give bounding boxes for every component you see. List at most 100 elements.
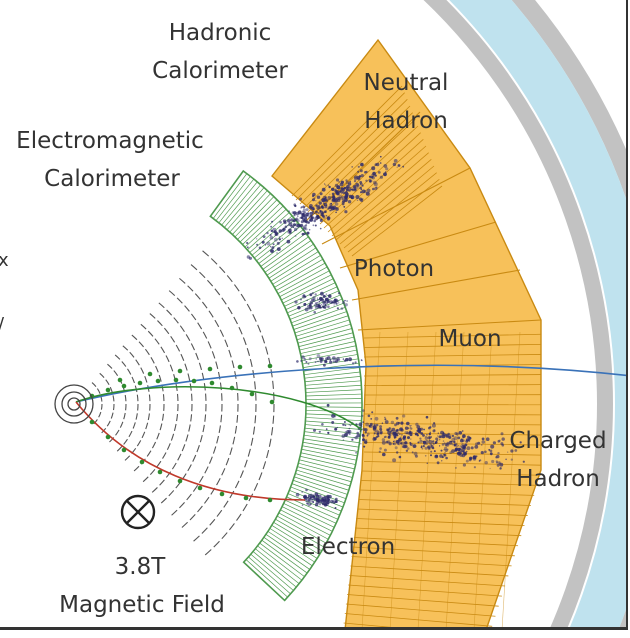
tracker-segment xyxy=(125,395,126,401)
tracker-segment xyxy=(253,314,257,321)
track-hit xyxy=(178,479,183,484)
tracker-segment xyxy=(199,272,205,278)
tracker-segment xyxy=(241,294,245,301)
tracker-segment xyxy=(191,314,195,320)
tracker-segment xyxy=(228,307,232,314)
tracker-segment xyxy=(247,348,249,356)
tracker-segment xyxy=(195,294,200,300)
tracker-segment xyxy=(122,361,126,366)
tracker-segment xyxy=(191,344,194,351)
tracker-segment xyxy=(179,502,184,507)
tracker-segment xyxy=(189,424,190,431)
tracker-segment xyxy=(243,338,246,345)
tracker-segment xyxy=(149,395,150,402)
tracker-segment xyxy=(240,470,243,477)
tracker-segment xyxy=(100,373,104,377)
tracker-segment xyxy=(234,317,238,324)
tracker-segment xyxy=(134,466,139,471)
tracker-segment xyxy=(197,506,202,512)
track-hit xyxy=(268,498,273,503)
tracker-segment xyxy=(150,314,155,319)
track-hit xyxy=(140,460,145,465)
tracker-segment xyxy=(197,445,199,452)
tracker-segment xyxy=(255,381,256,389)
field-name-label: Magnetic Field xyxy=(59,592,225,618)
tracker-segment xyxy=(99,412,101,417)
ecal-label-line1: Electromagnetic xyxy=(16,128,204,154)
tracker-segment xyxy=(148,413,149,420)
tracker-segment xyxy=(169,490,174,495)
tracker-segment xyxy=(166,356,169,362)
edge-glyph: x xyxy=(0,250,9,271)
tracker-segment xyxy=(160,480,165,485)
track-hit xyxy=(122,384,127,389)
interaction-point xyxy=(55,385,93,423)
photon-label: Photon xyxy=(354,256,434,282)
tracker-segment xyxy=(249,494,253,501)
tracker-segment xyxy=(273,416,274,424)
track-hit xyxy=(250,392,255,397)
tracker-segment xyxy=(219,425,220,432)
tracker-segment xyxy=(133,422,135,428)
tracker-segment xyxy=(186,334,190,340)
tracker-segment xyxy=(176,345,179,351)
track-hit xyxy=(178,369,183,374)
tracker-segment xyxy=(124,439,128,444)
tracker-segment xyxy=(250,359,252,367)
tracker-segment xyxy=(239,327,242,334)
track-hit xyxy=(106,435,111,440)
tracker-segment xyxy=(205,467,208,474)
tracker-segment xyxy=(210,519,215,525)
tracker-segment xyxy=(111,413,113,419)
track-hit xyxy=(122,448,127,453)
tracker-segment xyxy=(194,536,200,541)
tracker-segment xyxy=(141,324,146,329)
tracker-segment xyxy=(161,347,165,353)
tracker-segment xyxy=(179,278,185,283)
tracker-segment xyxy=(262,336,265,344)
tracker-segment xyxy=(269,439,271,447)
track-hit xyxy=(270,400,275,405)
tracker-segment xyxy=(174,318,179,324)
tracker-segment xyxy=(188,373,190,380)
tracker-segment xyxy=(147,451,151,457)
tracker-segment xyxy=(254,483,257,490)
magnetic-field-into-page-icon xyxy=(122,496,154,528)
tracker-segment xyxy=(251,438,253,446)
tracker-segment xyxy=(199,363,201,370)
tracker-segment xyxy=(229,350,231,357)
tracker-segment xyxy=(267,450,269,458)
tracker-segment xyxy=(137,395,138,401)
muon-label: Muon xyxy=(438,326,501,352)
hcal-label-line2: Calorimeter xyxy=(152,58,288,84)
tracker-segment xyxy=(170,365,172,372)
track-hit xyxy=(244,496,249,501)
tracker-segment xyxy=(123,346,128,350)
tracker-segment xyxy=(145,349,149,355)
tracker-segment xyxy=(161,498,166,503)
tracker-segment xyxy=(205,549,211,554)
tracker-segment xyxy=(225,340,228,347)
track-hit xyxy=(208,367,213,372)
tracker-segment xyxy=(217,510,222,516)
tracker-segment xyxy=(146,423,148,429)
electron-label: Electron xyxy=(301,534,395,560)
track-hit xyxy=(174,378,179,383)
tracker-segment xyxy=(185,306,190,312)
tracker-segment xyxy=(110,387,112,393)
tracker-segment xyxy=(215,289,220,295)
track-hit xyxy=(156,379,161,384)
tracker-segment xyxy=(212,351,214,358)
tracker-layers xyxy=(92,251,274,555)
tracker-segment xyxy=(137,440,140,446)
tracker-segment xyxy=(230,448,232,455)
tracker-segment xyxy=(107,421,110,426)
neutral-hadron-label-line2: Hadron xyxy=(364,108,448,134)
tracker-segment xyxy=(221,415,222,422)
tracker-segment xyxy=(247,304,251,311)
tracker-segment xyxy=(167,443,170,449)
electron-track xyxy=(76,402,305,500)
tracker-segment xyxy=(236,514,241,521)
